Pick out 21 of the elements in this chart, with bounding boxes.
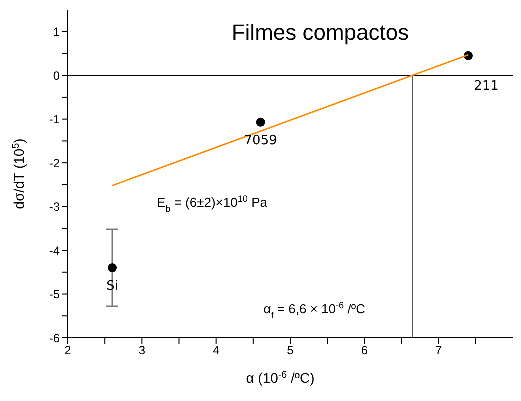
x-axis-title: α (10$^{-6}$ /ºC) bbox=[246, 370, 315, 386]
x-tick-label: 4 bbox=[212, 344, 220, 358]
x-tick-label: 2 bbox=[64, 344, 72, 358]
y-tick-label: -3 bbox=[49, 200, 60, 214]
y-tick-label: -4 bbox=[49, 244, 60, 258]
x-tick-label: 6 bbox=[361, 344, 368, 358]
text: Filmes compactos bbox=[232, 20, 410, 45]
y-tick-label: -2 bbox=[49, 156, 60, 170]
x-tick-label: 5 bbox=[287, 344, 294, 358]
y-tick-label: -6 bbox=[49, 331, 60, 346]
y-tick-label: -1 bbox=[49, 112, 60, 127]
annotation: 211 bbox=[474, 78, 499, 94]
y-tick-label: 0 bbox=[53, 68, 60, 83]
annotation: 7059 bbox=[244, 133, 278, 148]
y-tick-label: 1 bbox=[53, 25, 60, 40]
x-tick-label: 3 bbox=[138, 344, 146, 358]
y-tick-label: -5 bbox=[49, 288, 60, 302]
annotation: α$_{f}$ = 6,6 × 10$^{-6}$ /ºC bbox=[264, 300, 366, 320]
annotation: Si bbox=[106, 279, 118, 294]
annotation: E$_{b}$ = (6±2)×10$^{10}$ Pa bbox=[157, 194, 268, 214]
x-tick-label: 7 bbox=[435, 344, 442, 358]
